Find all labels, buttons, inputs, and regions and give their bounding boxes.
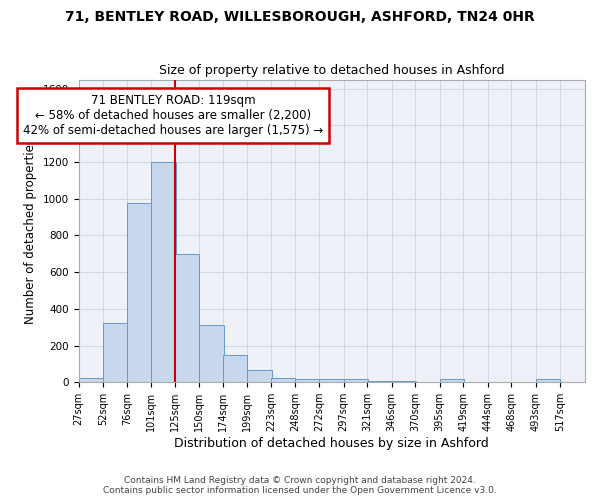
Bar xyxy=(151,162,176,382)
Y-axis label: Number of detached properties: Number of detached properties xyxy=(24,138,37,324)
Bar xyxy=(319,380,344,382)
Bar xyxy=(79,378,103,382)
Bar xyxy=(271,378,295,382)
Text: 71 BENTLEY ROAD: 119sqm
← 58% of detached houses are smaller (2,200)
42% of semi: 71 BENTLEY ROAD: 119sqm ← 58% of detache… xyxy=(23,94,323,137)
Bar xyxy=(175,254,199,382)
Text: Contains HM Land Registry data © Crown copyright and database right 2024.
Contai: Contains HM Land Registry data © Crown c… xyxy=(103,476,497,495)
X-axis label: Distribution of detached houses by size in Ashford: Distribution of detached houses by size … xyxy=(175,437,489,450)
Text: 71, BENTLEY ROAD, WILLESBOROUGH, ASHFORD, TN24 0HR: 71, BENTLEY ROAD, WILLESBOROUGH, ASHFORD… xyxy=(65,10,535,24)
Bar xyxy=(536,380,560,382)
Bar xyxy=(199,326,224,382)
Title: Size of property relative to detached houses in Ashford: Size of property relative to detached ho… xyxy=(159,64,505,77)
Bar xyxy=(295,380,320,382)
Bar xyxy=(440,380,464,382)
Bar xyxy=(223,354,247,382)
Bar xyxy=(127,204,151,382)
Bar xyxy=(344,380,368,382)
Bar xyxy=(247,370,272,382)
Bar xyxy=(103,322,128,382)
